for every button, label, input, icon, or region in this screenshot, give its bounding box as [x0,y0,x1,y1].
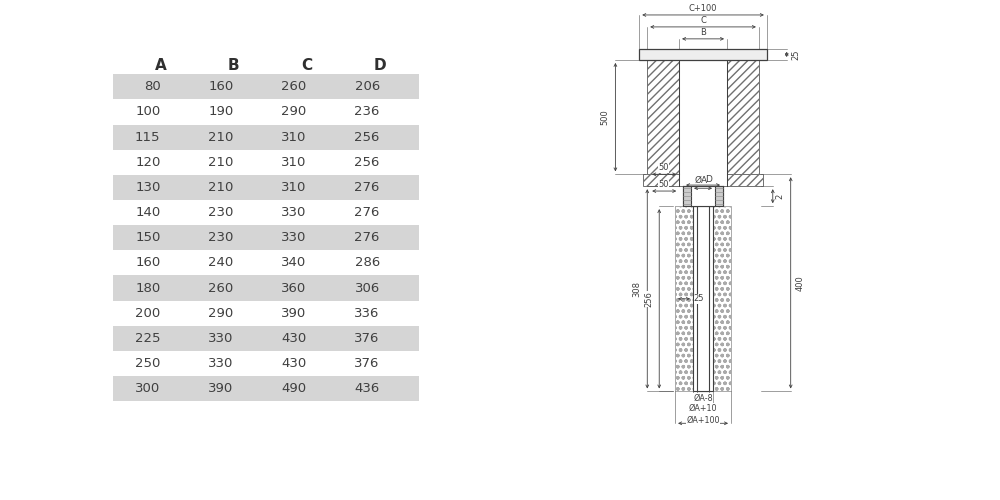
Text: 276: 276 [354,181,380,194]
Bar [675,206,693,392]
Text: 340: 340 [281,256,307,270]
Text: 390: 390 [281,306,307,320]
Text: 500: 500 [600,110,609,125]
Text: 306: 306 [355,282,380,294]
Bar [727,60,759,174]
Text: 50: 50 [658,164,668,172]
Text: 330: 330 [281,231,307,244]
Text: 330: 330 [208,357,234,370]
Bar [639,49,767,60]
Text: 290: 290 [208,306,234,320]
Text: 25: 25 [792,49,801,59]
Text: 330: 330 [208,332,234,345]
Bar [113,376,418,401]
Bar [691,186,715,206]
Text: 236: 236 [354,106,380,118]
Text: ØA: ØA [694,176,708,185]
Text: C: C [301,58,312,74]
Text: 376: 376 [354,332,380,345]
Bar [643,174,763,186]
Bar [679,174,727,186]
Text: 276: 276 [354,206,380,219]
Text: 430: 430 [281,357,307,370]
Text: 80: 80 [144,80,160,94]
Text: 130: 130 [135,181,160,194]
Bar [647,60,679,174]
Text: 308: 308 [632,281,641,297]
Text: 210: 210 [208,156,234,169]
Text: 310: 310 [281,156,307,169]
Bar [113,276,418,300]
Text: 240: 240 [208,256,234,270]
Text: 115: 115 [135,130,160,143]
Text: ØA+10: ØA+10 [689,404,717,412]
Text: 330: 330 [281,206,307,219]
Text: 160: 160 [135,256,160,270]
Text: 436: 436 [355,382,380,395]
Text: 230: 230 [208,231,234,244]
Bar [113,326,418,351]
Text: 290: 290 [281,106,307,118]
Text: 256: 256 [644,291,653,306]
Text: 260: 260 [281,80,307,94]
Text: 206: 206 [355,80,380,94]
Text: 120: 120 [135,156,160,169]
Text: 260: 260 [208,282,234,294]
Text: 150: 150 [135,231,160,244]
Bar [675,206,693,392]
Text: C+100: C+100 [689,4,717,13]
Bar [679,60,727,174]
Bar [693,206,713,392]
Text: ØA-8: ØA-8 [693,394,713,402]
Text: 50: 50 [658,180,668,189]
Bar [697,206,709,392]
Text: 256: 256 [354,130,380,143]
Bar [683,186,723,206]
Text: 200: 200 [135,306,160,320]
Bar [113,175,418,200]
Text: 256: 256 [354,156,380,169]
Text: 376: 376 [354,357,380,370]
Text: ØA+100: ØA+100 [686,416,720,424]
Text: 160: 160 [208,80,234,94]
Text: 2: 2 [775,194,784,199]
Bar [713,206,731,392]
Text: 250: 250 [135,357,160,370]
Text: A: A [155,58,166,74]
Bar [643,174,763,186]
Text: 400: 400 [796,275,805,290]
Text: 390: 390 [208,382,234,395]
Text: B: B [700,28,706,37]
Text: 310: 310 [281,130,307,143]
Text: 100: 100 [135,106,160,118]
Text: 336: 336 [354,306,380,320]
Text: 190: 190 [208,106,234,118]
Text: 310: 310 [281,181,307,194]
Text: 490: 490 [282,382,307,395]
Text: 210: 210 [208,181,234,194]
Bar [113,124,418,150]
Text: 140: 140 [135,206,160,219]
Bar [713,206,731,392]
Bar [113,74,418,100]
Text: 430: 430 [281,332,307,345]
Text: 230: 230 [208,206,234,219]
Text: 286: 286 [355,256,380,270]
Text: B: B [228,58,239,74]
Text: D: D [705,174,712,184]
Text: 210: 210 [208,130,234,143]
Text: 276: 276 [354,231,380,244]
Text: 180: 180 [135,282,160,294]
Text: 225: 225 [135,332,160,345]
Text: C: C [700,16,706,25]
Bar [647,60,679,174]
Bar [727,60,759,174]
Text: D: D [373,58,386,74]
Text: 300: 300 [135,382,160,395]
Text: 360: 360 [281,282,307,294]
Text: 25: 25 [694,294,704,304]
Bar [113,225,418,250]
